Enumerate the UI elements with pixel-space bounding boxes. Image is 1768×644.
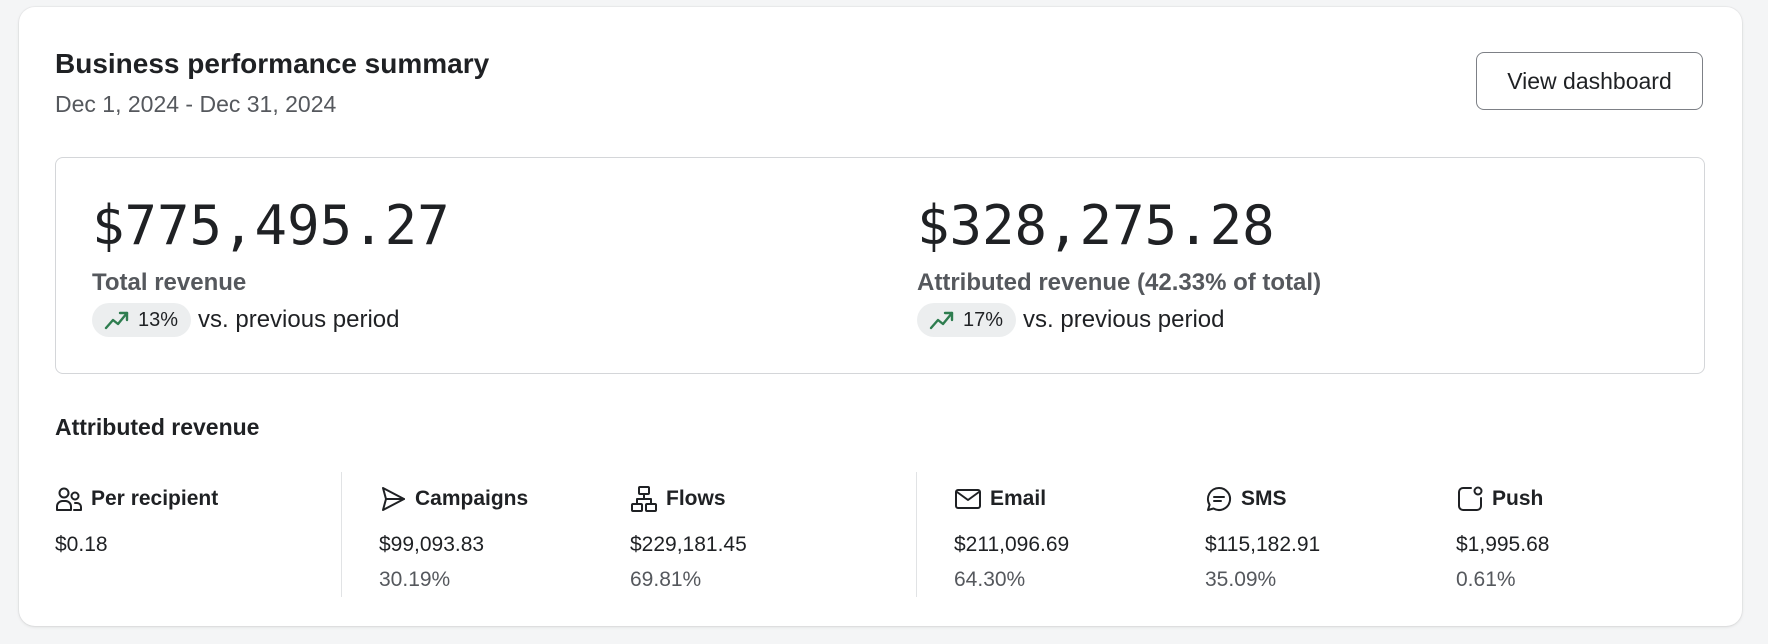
column-percent: 30.19% (379, 568, 451, 591)
change-percent: 13% (138, 308, 179, 331)
column-percent: 0.61% (1456, 568, 1516, 591)
column-value: $229,181.45 (630, 533, 747, 556)
column-value: $115,182.91 (1205, 533, 1321, 556)
sms-icon (1205, 485, 1233, 513)
push-column: Push $1,995.68 0.61% (1456, 484, 1549, 591)
column-label: SMS (1241, 487, 1287, 510)
attributed-revenue-trend: 17% vs. previous period (917, 303, 1224, 337)
comparison-text: vs. previous period (1023, 306, 1225, 333)
push-icon (1456, 485, 1484, 513)
flow-icon (630, 485, 658, 513)
column-label: Campaigns (415, 487, 529, 510)
users-icon (55, 485, 83, 513)
column-divider (916, 472, 917, 597)
change-badge: 13% (92, 303, 192, 337)
column-percent: 64.30% (954, 568, 1026, 591)
column-value: $1,995.68 (1456, 533, 1550, 556)
attributed-revenue-heading: Attributed revenue (55, 414, 260, 440)
send-icon (379, 485, 407, 513)
total-revenue-value: $775,495.27 (92, 194, 450, 257)
change-badge: 17% (917, 303, 1017, 337)
total-revenue-label: Total revenue (92, 269, 247, 296)
comparison-text: vs. previous period (198, 306, 400, 333)
mail-icon (954, 485, 982, 513)
column-percent: 35.09% (1205, 568, 1277, 591)
trend-up-icon (929, 311, 954, 330)
revenue-summary-box: $775,495.27 Total revenue 13% vs. previo… (55, 157, 1705, 374)
campaigns-column: Campaigns $99,093.83 30.19% (379, 484, 529, 591)
column-divider (341, 472, 342, 597)
column-label: Per recipient (91, 487, 219, 510)
change-percent: 17% (963, 308, 1004, 331)
date-range: Dec 1, 2024 - Dec 31, 2024 (55, 91, 337, 117)
view-dashboard-button[interactable]: View dashboard (1476, 52, 1703, 110)
trend-up-icon (104, 311, 129, 330)
email-column: Email $211,096.69 64.30% (954, 484, 1069, 591)
attributed-revenue-value: $328,275.28 (917, 194, 1275, 257)
column-label: Email (990, 487, 1047, 510)
column-label: Push (1492, 487, 1544, 510)
column-value: $99,093.83 (379, 533, 485, 556)
column-label: Flows (666, 487, 726, 510)
column-percent: 69.81% (630, 568, 702, 591)
total-revenue-trend: 13% vs. previous period (92, 303, 399, 337)
column-value: $211,096.69 (954, 533, 1070, 556)
attributed-revenue-label: Attributed revenue (42.33% of total) (917, 269, 1322, 296)
column-value: $0.18 (55, 533, 108, 556)
business-summary-card: Business performance summary Dec 1, 2024… (19, 7, 1742, 626)
page-title: Business performance summary (55, 48, 490, 79)
flows-column: Flows $229,181.45 69.81% (630, 484, 747, 591)
sms-column: SMS $115,182.91 35.09% (1205, 484, 1320, 591)
per-recipient-column: Per recipient $0.18 (55, 484, 219, 556)
